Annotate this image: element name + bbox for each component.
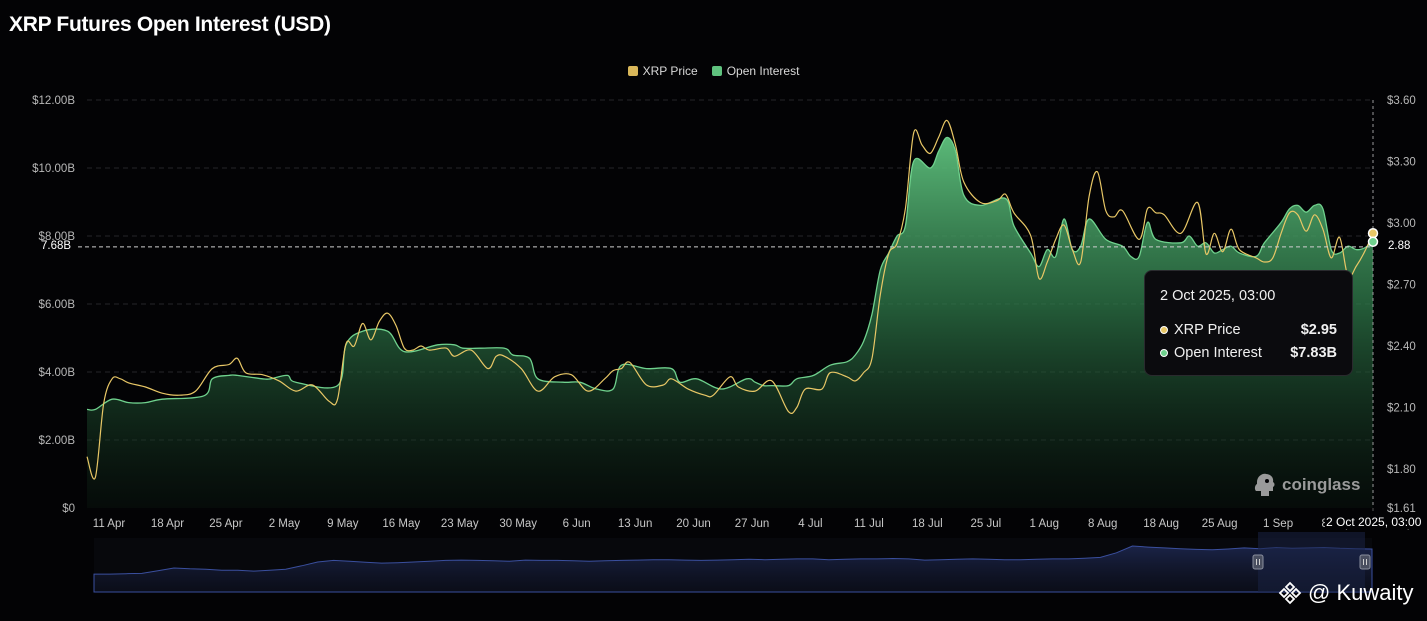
tooltip-row-xrp-price: XRP Price $2.95 <box>1160 318 1337 341</box>
x-tick-label: 27 Jun <box>735 518 770 530</box>
x-tick-label: 18 Apr <box>151 518 184 530</box>
tooltip-row-open-interest: Open Interest $7.83B <box>1160 341 1337 364</box>
x-tick-label: 25 Aug <box>1202 518 1238 530</box>
navigator-handle-right[interactable] <box>1359 554 1371 570</box>
range-navigator[interactable] <box>93 532 1373 593</box>
y-axis-left: $0 $2.00B $4.00B $6.00B $8.00B $10.00B $12.00B <box>32 95 75 515</box>
crosshair-left-value-label: 7.68B <box>41 239 72 252</box>
legend-item-xrp-price[interactable]: XRP Price <box>627 64 698 78</box>
y-right-tick-label: $3.30 <box>1387 157 1416 169</box>
x-tick-label: 6 Jun <box>563 518 591 530</box>
navigator-handle-left[interactable] <box>1252 554 1264 570</box>
xrp-price-marker <box>1367 228 1379 239</box>
coinglass-brand: coinglass <box>1253 472 1360 498</box>
y-right-tick-label: $2.70 <box>1387 280 1416 292</box>
binance-logo-icon <box>1278 581 1302 605</box>
x-tick-label: 30 May <box>499 518 537 530</box>
y-right-tick-label: $2.40 <box>1387 341 1416 353</box>
x-tick-label: 16 May <box>382 518 420 530</box>
y-right-tick-label: $1.80 <box>1387 464 1416 476</box>
x-tick-label: 20 Jun <box>676 518 711 530</box>
x-tick-label: 9 May <box>327 518 359 530</box>
y-axis-right: $1.61 $1.80 $2.10 $2.40 $2.70 $3.00 $3.30 $3.60 <box>1372 95 1416 515</box>
crosshair-date-label: 2 Oct 2025, 03:00 <box>1325 515 1423 529</box>
tooltip-dot-open-interest <box>1160 348 1168 357</box>
y-right-tick-label: $3.60 <box>1387 95 1416 107</box>
x-tick-label: 13 Jun <box>618 518 653 530</box>
open-interest-line <box>86 136 1374 411</box>
data-tooltip: 2 Oct 2025, 03:00 XRP Price $2.95 Open I… <box>1144 270 1353 376</box>
y-left-tick-label: $12.00B <box>32 95 75 107</box>
x-tick-label: 25 Apr <box>209 518 242 530</box>
y-right-tick-label: $3.00 <box>1387 218 1416 230</box>
legend-item-open-interest[interactable]: Open Interest <box>711 64 800 78</box>
y-right-tick-label: $2.10 <box>1387 403 1416 415</box>
y-left-tick-label: $4.00B <box>39 367 76 379</box>
legend-label-xrp-price: XRP Price <box>642 64 698 78</box>
x-tick-label: 11 Jul <box>854 518 884 530</box>
crosshair-right-value-label: 2.88 <box>1388 239 1411 252</box>
open-interest-marker <box>1367 236 1379 248</box>
legend-swatch-xrp-price <box>627 66 638 76</box>
x-tick-label: 18 Jul <box>912 518 943 530</box>
x-tick-label: 18 Aug <box>1143 518 1179 530</box>
navigator-area <box>93 545 1373 593</box>
y-left-tick-label: $0 <box>62 503 75 515</box>
y-left-tick-label: $6.00B <box>39 299 76 311</box>
tooltip-dot-xrp-price <box>1160 325 1168 334</box>
y-left-tick-label: $2.00B <box>39 435 76 447</box>
tooltip-date: 2 Oct 2025, 03:00 <box>1160 288 1276 304</box>
navigator-selection[interactable] <box>1258 532 1365 592</box>
y-right-tick-label: $1.61 <box>1387 503 1416 515</box>
x-tick-label: 1 Aug <box>1030 518 1059 530</box>
x-tick-label: 11 Apr <box>93 518 126 530</box>
x-tick-label: 1 Sep <box>1263 518 1293 530</box>
x-tick-label: 23 May <box>441 518 479 530</box>
legend-label-open-interest: Open Interest <box>726 64 800 78</box>
x-tick-label: 25 Jul <box>970 518 1001 530</box>
xrp-price-line <box>86 119 1374 480</box>
watermark-text: @ Kuwaity <box>1308 580 1414 605</box>
y-left-tick-label: $8.00B <box>39 231 76 243</box>
coinglass-brand-text: coinglass <box>1282 475 1361 494</box>
x-tick-label: 8 Aug <box>1088 518 1117 530</box>
y-left-tick-label: $10.00B <box>32 163 75 175</box>
coinglass-logo-icon <box>1254 473 1275 496</box>
chart-legend: XRP Price Open Interest <box>0 64 1427 78</box>
legend-swatch-open-interest <box>711 66 722 76</box>
tooltip-value-open-interest: $7.83B <box>1290 344 1337 361</box>
tooltip-label-xrp-price: XRP Price <box>1174 321 1241 338</box>
tooltip-label-open-interest: Open Interest <box>1174 344 1262 361</box>
x-tick-label: 2 May <box>269 518 301 530</box>
x-tick-label: 4 Jul <box>798 518 822 530</box>
x-axis: 11 Apr 18 Apr 25 Apr 2 May 9 May 16 May 23 May… <box>93 518 1413 530</box>
watermark: @ Kuwaity <box>1278 580 1413 606</box>
chart-title: XRP Futures Open Interest (USD) <box>9 13 331 36</box>
open-interest-area <box>87 137 1373 508</box>
tooltip-value-xrp-price: $2.95 <box>1300 321 1337 338</box>
